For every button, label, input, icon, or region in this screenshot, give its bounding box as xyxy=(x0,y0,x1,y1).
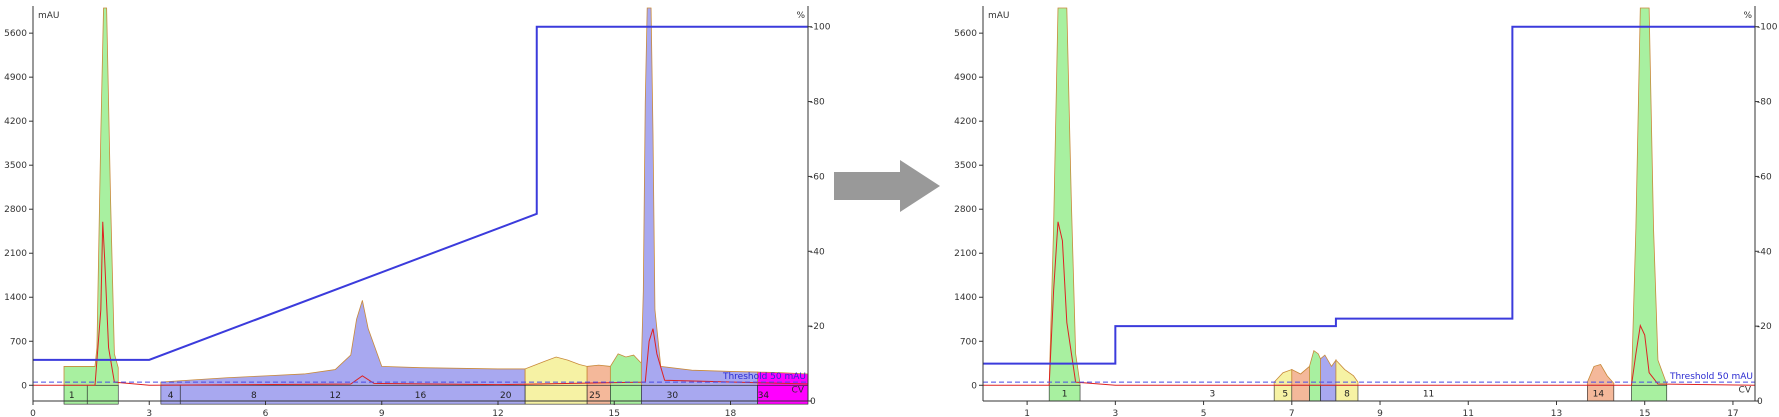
fraction-bar xyxy=(1631,384,1668,402)
fraction-label: 20 xyxy=(500,391,512,401)
x-tick-label: 15 xyxy=(1639,409,1650,417)
y2-tick-label: 0 xyxy=(810,397,816,407)
x-tick-label: 9 xyxy=(1377,409,1383,417)
y2-tick-label: -100 xyxy=(810,23,831,33)
y-axis-unit: mAU xyxy=(38,11,60,21)
y-axis-unit: mAU xyxy=(988,11,1010,21)
peak-region xyxy=(609,353,642,386)
y-tick-label: 700 xyxy=(10,337,27,347)
x-tick-label: 15 xyxy=(609,409,620,417)
y-tick-label: 2100 xyxy=(4,249,27,259)
y2-axis-unit: % xyxy=(796,11,805,21)
peak-region xyxy=(586,364,611,386)
x-tick-label: 13 xyxy=(1551,409,1562,417)
y-tick-label: 4200 xyxy=(4,117,27,127)
x-tick-label: 6 xyxy=(263,409,269,417)
fraction-label: 12 xyxy=(330,391,341,401)
x-tick-label: 3 xyxy=(1112,409,1118,417)
y2-tick-label: -80 xyxy=(1757,98,1772,108)
y-tick-label: 2800 xyxy=(954,205,977,215)
fraction-bar xyxy=(1320,384,1337,402)
fraction-bar xyxy=(1309,384,1321,402)
fraction-label: 34 xyxy=(758,391,770,401)
y2-tick-label: -20 xyxy=(1757,322,1772,332)
x-tick-label: 12 xyxy=(492,409,503,417)
peak-region xyxy=(1631,7,1668,386)
x-tick-label: 11 xyxy=(1463,409,1474,417)
fraction-label: 8 xyxy=(1344,390,1350,400)
x-tick-label: 1 xyxy=(1024,409,1030,417)
fraction-label: 14 xyxy=(1593,390,1605,400)
x-tick-label: 18 xyxy=(725,409,737,417)
y-tick-label: 1400 xyxy=(4,293,27,303)
peak-region xyxy=(640,7,759,386)
y-tick-label: 2800 xyxy=(4,205,27,215)
peak-region xyxy=(1048,7,1081,386)
fraction-bar xyxy=(86,384,119,405)
fraction-bar xyxy=(1291,384,1310,402)
fraction-label: 8 xyxy=(251,391,257,401)
fraction-label: 4 xyxy=(168,391,174,401)
y-tick-label: 3500 xyxy=(954,161,977,171)
fraction-label: 25 xyxy=(589,391,600,401)
fraction-label: 1 xyxy=(1062,390,1068,400)
right-arrow-icon xyxy=(834,160,940,212)
x-tick-label: 3 xyxy=(146,409,152,417)
peak-region xyxy=(1273,368,1293,386)
y2-tick-label: -40 xyxy=(810,247,825,257)
y2-tick-label: -100 xyxy=(1757,23,1778,33)
peak-region xyxy=(1320,354,1337,386)
y2-tick-label: -80 xyxy=(810,98,825,108)
uv-trace xyxy=(983,221,1756,386)
y-tick-label: 5600 xyxy=(4,29,27,39)
y2-tick-label: -40 xyxy=(1757,247,1772,257)
fraction-label: 16 xyxy=(415,391,427,401)
y-tick-label: 4900 xyxy=(954,73,977,83)
peak-region xyxy=(524,356,588,386)
peak-region xyxy=(1309,350,1321,386)
threshold-label: Threshold 50 mAU xyxy=(722,372,806,382)
y-tick-label: 700 xyxy=(960,337,977,347)
peak-region xyxy=(63,7,119,386)
y-tick-label: 4200 xyxy=(954,117,977,127)
x-tick-label: 9 xyxy=(379,409,385,417)
x-tick-label: 7 xyxy=(1289,409,1295,417)
y2-axis-unit: % xyxy=(1743,11,1752,21)
y-tick-label: 1400 xyxy=(954,293,977,303)
threshold-label: Threshold 50 mAU xyxy=(1669,372,1753,382)
y-tick-label: 5600 xyxy=(954,29,977,39)
cv-label: CV xyxy=(792,385,805,395)
y-tick-label: 2100 xyxy=(954,249,977,259)
cv-label: CV xyxy=(1739,385,1752,395)
uv-trace xyxy=(33,221,809,386)
y-tick-label: 0 xyxy=(971,381,977,391)
y2-tick-label: 0 xyxy=(1757,397,1763,407)
gradient-line xyxy=(983,25,1755,365)
fraction-label: 1 xyxy=(69,391,75,401)
fraction-label: 30 xyxy=(667,391,679,401)
y2-tick-label: -60 xyxy=(1757,172,1772,182)
y-tick-label: 3500 xyxy=(4,161,27,171)
gradient-line xyxy=(33,25,808,361)
y2-tick-label: -20 xyxy=(810,322,825,332)
y-tick-label: 4900 xyxy=(4,73,27,83)
fraction-label: 11 xyxy=(1423,390,1434,400)
x-tick-label: 17 xyxy=(1727,409,1738,417)
fraction-label: 5 xyxy=(1282,390,1288,400)
x-tick-label: 0 xyxy=(30,409,36,417)
y2-tick-label: -60 xyxy=(810,172,825,182)
fraction-label: 3 xyxy=(1210,390,1216,400)
x-tick-label: 5 xyxy=(1201,409,1207,417)
peak-region xyxy=(160,300,526,386)
y-tick-label: 0 xyxy=(21,381,27,391)
peak-region xyxy=(1335,359,1359,386)
